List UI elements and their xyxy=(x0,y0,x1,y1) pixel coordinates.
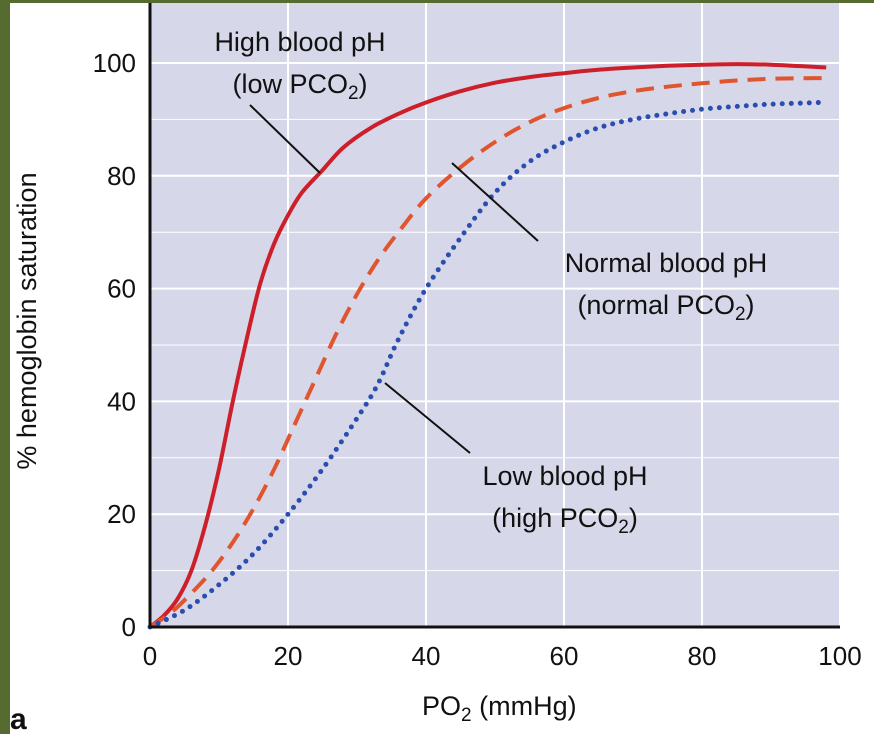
series-layer xyxy=(147,62,827,630)
chart: 0 20 40 60 80 100 0 20 40 60 80 100 PO2 (mmHg) % he… xyxy=(10,3,862,734)
x-tick-label: 20 xyxy=(274,641,303,671)
plot-area xyxy=(150,3,841,627)
y-tick-label: 60 xyxy=(107,274,136,304)
y-tick-label: 40 xyxy=(107,386,136,416)
y-tick-label: 20 xyxy=(107,499,136,529)
annotation-normal-line1: Normal blood pH xyxy=(565,248,768,278)
axis-layer: 0 20 40 60 80 100 0 20 40 60 80 100 xyxy=(93,3,862,671)
annotation-high-line2: (low PCO2) xyxy=(232,69,367,104)
y-tick-label: 80 xyxy=(107,161,136,191)
leader-line-high xyxy=(249,104,321,174)
y-tick-label: 0 xyxy=(122,612,136,642)
x-tick-label: 60 xyxy=(550,641,579,671)
leader-line-normal xyxy=(451,162,539,242)
x-tick-label: 100 xyxy=(818,641,861,671)
annotation-low-line1: Low blood pH xyxy=(482,461,647,491)
x-axis-title: PO2 (mmHg) xyxy=(422,691,577,726)
figure: 0 20 40 60 80 100 0 20 40 60 80 100 PO2 (mmHg) % he… xyxy=(10,3,874,734)
y-axis-title: % hemoglobin saturation xyxy=(12,172,42,469)
series-line-high-ph xyxy=(148,62,827,629)
x-tick-label: 40 xyxy=(412,641,441,671)
y-tick-label: 100 xyxy=(93,48,136,78)
annotation-normal-line2: (normal PCO2) xyxy=(577,290,754,325)
annotation-high-line1: High blood pH xyxy=(214,27,385,57)
leader-line-low xyxy=(384,382,471,454)
annotation-low-line2: (high PCO2) xyxy=(492,503,638,538)
panel-label: a xyxy=(10,703,27,734)
plot-background xyxy=(150,3,840,627)
series-line-normal-ph xyxy=(148,76,827,629)
x-tick-label: 0 xyxy=(143,641,157,671)
series-line-low-ph xyxy=(147,100,822,630)
x-tick-label: 80 xyxy=(688,641,717,671)
